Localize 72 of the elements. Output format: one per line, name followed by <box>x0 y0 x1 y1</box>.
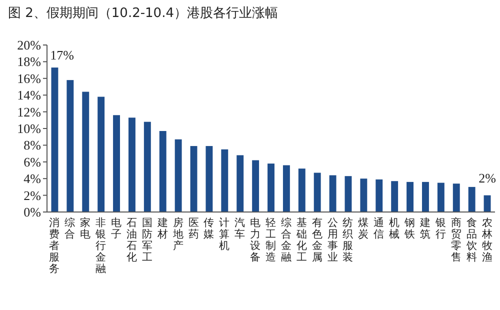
x-tick-label: 电力设备 <box>250 216 262 264</box>
x-tick-label: 公用事业 <box>327 217 338 264</box>
bar <box>174 139 182 212</box>
bar <box>51 68 58 212</box>
bar <box>452 184 460 212</box>
bar <box>360 178 368 212</box>
x-tick-label: 国防军工 <box>142 217 153 264</box>
y-tick-label: 6% <box>24 154 42 170</box>
x-tick-label: 医药 <box>188 217 200 240</box>
x-tick-label: 钢铁 <box>404 217 416 240</box>
bar <box>422 182 429 212</box>
y-tick-label: 12% <box>17 104 42 120</box>
y-tick-label: 8% <box>24 138 42 153</box>
x-tick-label: 银行 <box>434 217 446 240</box>
bar <box>468 186 476 212</box>
y-tick-label: 4% <box>24 171 42 186</box>
bar <box>391 181 398 212</box>
x-tick-label: 通信 <box>374 216 385 240</box>
bar <box>484 195 491 212</box>
bar <box>282 165 290 212</box>
bar <box>252 160 260 212</box>
bar <box>113 115 120 212</box>
x-tick-label: 轻工制造 <box>266 217 276 264</box>
bar <box>437 182 444 212</box>
bar <box>190 146 198 212</box>
bar <box>159 131 166 212</box>
bar <box>376 179 383 212</box>
x-tick-label: 汽车 <box>234 217 246 240</box>
x-tick-label: 消费者服务 <box>49 216 60 275</box>
bar <box>144 122 151 212</box>
bar <box>128 118 136 212</box>
bar <box>344 176 352 212</box>
bar <box>298 168 306 212</box>
bar <box>82 92 90 212</box>
x-tick-label: 计算机 <box>219 216 230 252</box>
x-tick-label: 建材 <box>156 216 168 240</box>
x-tick-label: 机械 <box>389 217 400 240</box>
x-tick-label: 传媒 <box>204 217 215 240</box>
y-tick-label: 18% <box>17 54 42 70</box>
annotation: 2% <box>478 170 496 186</box>
x-tick-label: 非银行金融 <box>94 216 107 275</box>
bar <box>329 175 336 212</box>
x-tick-label: 综合金融 <box>280 216 292 264</box>
x-tick-label: 基础化工 <box>295 216 308 264</box>
bar <box>221 149 228 212</box>
y-tick-label: 2% <box>24 188 42 203</box>
y-tick-label: 16% <box>17 70 42 86</box>
x-tick-label: 有色金属 <box>312 217 323 264</box>
bar <box>406 182 414 212</box>
bar <box>206 146 213 212</box>
annotation: 17% <box>50 48 74 63</box>
x-tick-label: 食品饮料 <box>465 217 478 264</box>
x-tick-label: 石油石化 <box>126 217 138 264</box>
x-tick-label: 商贸零售 <box>450 216 462 264</box>
x-tick-label: 煤炭 <box>358 217 370 240</box>
x-tick-label: 农林牧渔 <box>480 217 493 264</box>
y-tick-label: 0% <box>24 204 42 220</box>
x-tick-label: 综合 <box>64 216 76 240</box>
bar <box>268 164 274 212</box>
x-tick-label: 电子 <box>111 216 122 240</box>
x-tick-label: 房地产 <box>172 216 184 252</box>
bar <box>98 96 105 212</box>
bar <box>236 155 244 212</box>
x-tick-label: 家电 <box>80 216 92 240</box>
bar <box>314 172 321 212</box>
bar <box>66 80 74 212</box>
y-tick-label: 14% <box>17 88 42 103</box>
x-tick-label: 纺织服装 <box>342 216 354 264</box>
y-tick-label: 20% <box>17 38 42 52</box>
chart-title: 图 2、假期期间（10.2-10.4）港股各行业涨幅 <box>8 6 278 21</box>
x-tick-label: 建筑 <box>418 216 431 240</box>
y-tick-label: 10% <box>17 121 42 136</box>
